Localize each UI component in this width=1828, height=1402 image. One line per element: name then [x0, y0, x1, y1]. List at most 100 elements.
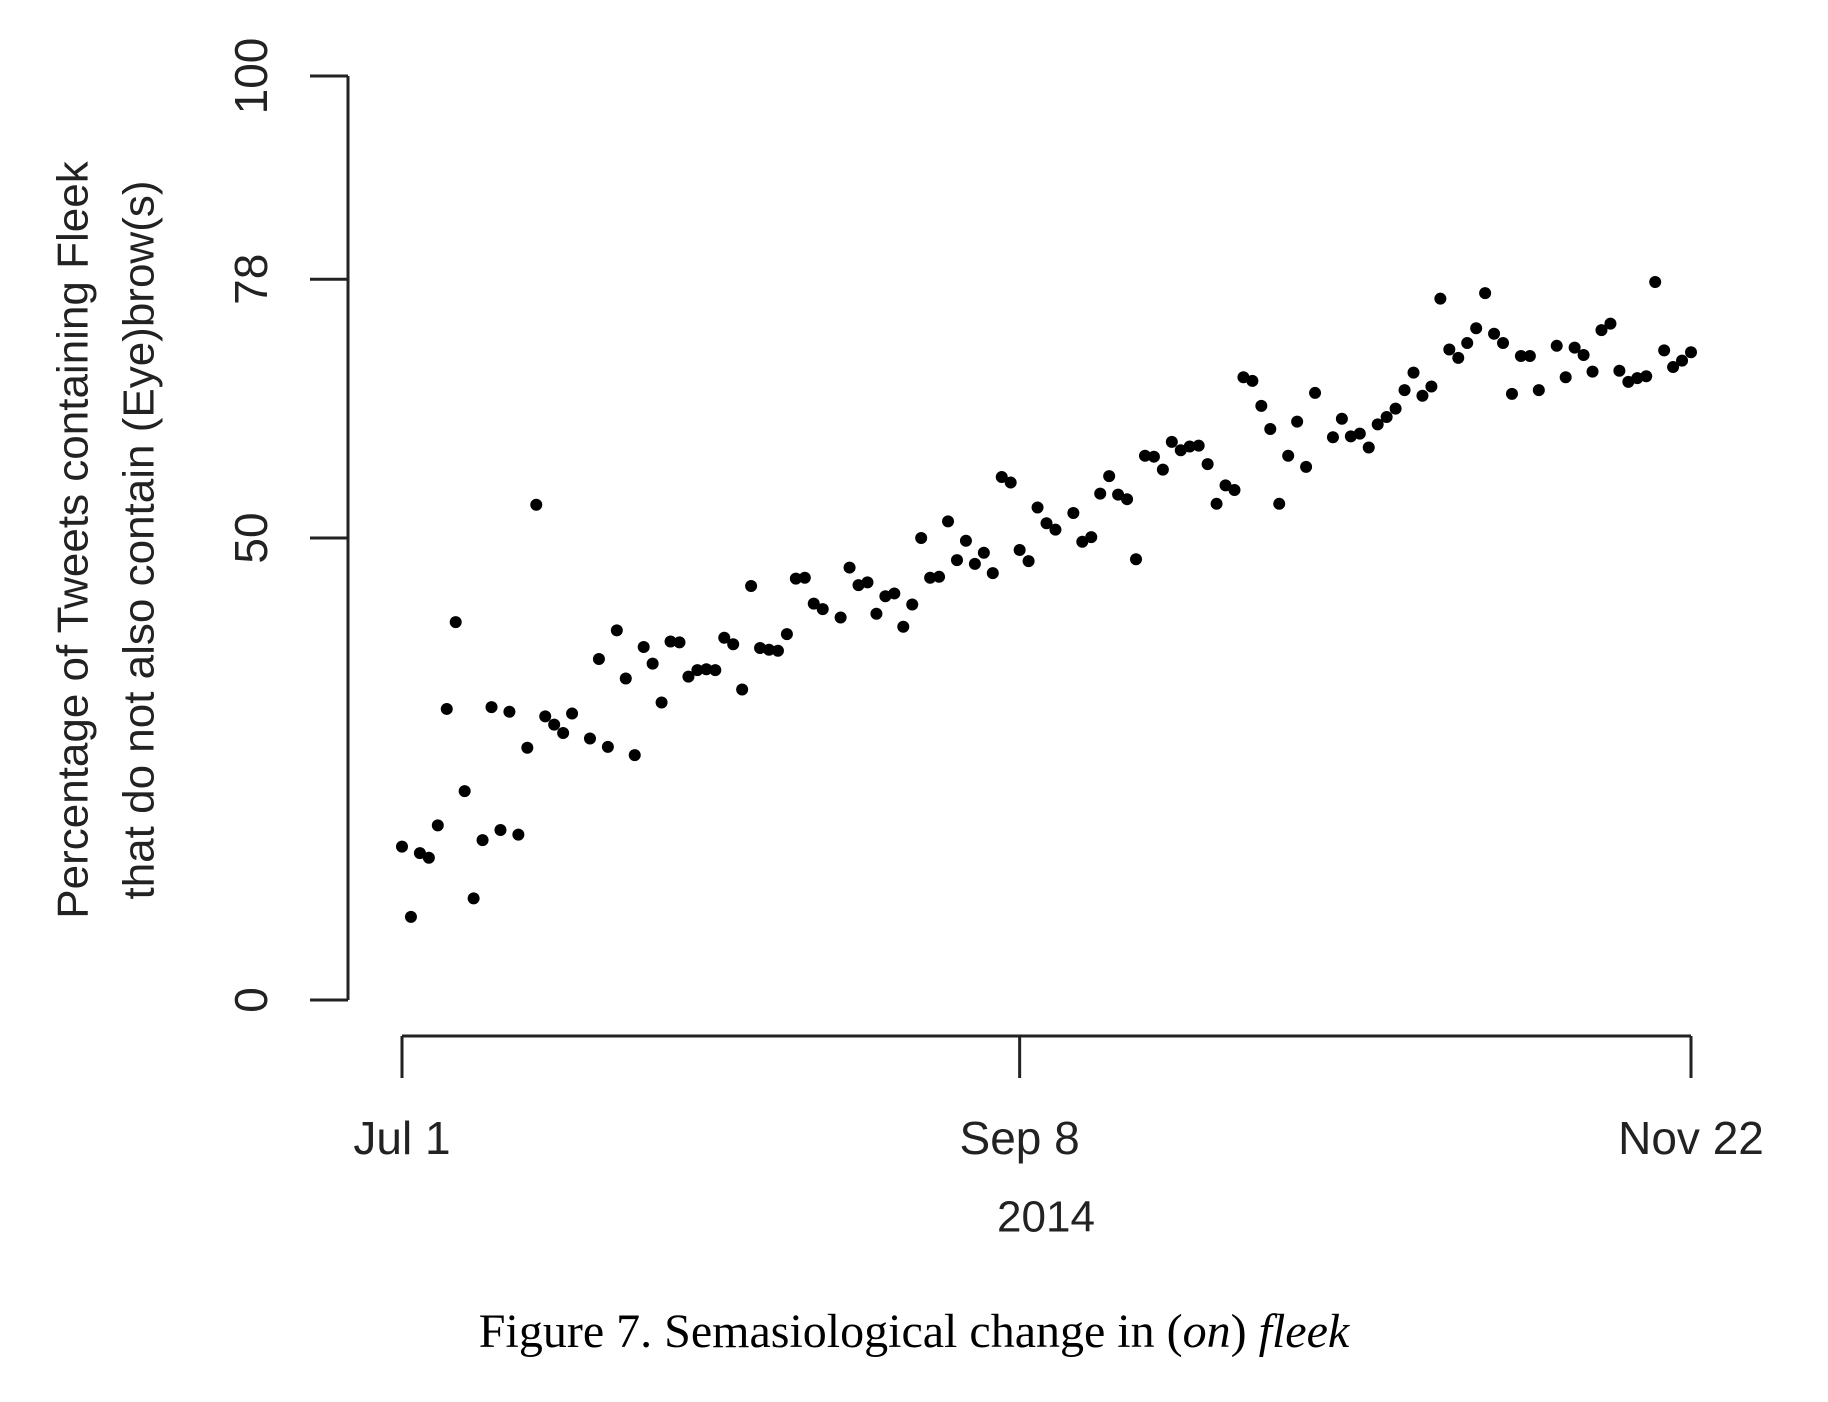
- point: [942, 515, 955, 528]
- point: [1362, 441, 1375, 454]
- point: [601, 740, 614, 753]
- point: [1470, 322, 1483, 335]
- point: [1076, 535, 1089, 548]
- point: [834, 611, 847, 624]
- point: [396, 840, 408, 853]
- point: [1013, 544, 1026, 557]
- point: [1649, 276, 1662, 289]
- point: [1264, 422, 1277, 435]
- point: [709, 664, 722, 677]
- point: [1550, 339, 1563, 352]
- point: [1094, 487, 1107, 500]
- point: [1130, 553, 1143, 566]
- point: [1389, 402, 1402, 415]
- point: [413, 847, 426, 860]
- point: [1004, 476, 1017, 489]
- y-tick-label: 78: [225, 254, 277, 305]
- point: [1273, 497, 1286, 510]
- point: [1425, 380, 1438, 393]
- point: [745, 580, 758, 593]
- point: [986, 567, 999, 580]
- point: [1067, 507, 1080, 520]
- point: [950, 554, 963, 567]
- point: [718, 631, 731, 644]
- point: [1685, 346, 1697, 359]
- point: [566, 707, 579, 720]
- point: [431, 819, 444, 832]
- x-tick-label: Jul 1: [353, 1112, 450, 1164]
- y-axis-label: Percentage of Tweets containing Fleek: [49, 160, 98, 918]
- point: [1407, 366, 1420, 379]
- point: [1667, 361, 1680, 374]
- point: [628, 749, 641, 762]
- point: [959, 534, 972, 547]
- point: [1631, 372, 1644, 385]
- x-tick-label: Nov 22: [1618, 1112, 1764, 1164]
- point: [1461, 337, 1474, 350]
- point: [1443, 343, 1456, 356]
- point: [1147, 450, 1160, 463]
- point: [995, 471, 1008, 484]
- point: [924, 571, 937, 584]
- y-axis-label: that do not also contain (Eye)brow(s): [115, 180, 164, 899]
- caption-part: fleek: [1259, 1305, 1351, 1358]
- point: [727, 638, 740, 651]
- point: [1398, 384, 1411, 397]
- point: [1282, 449, 1295, 462]
- point: [682, 670, 695, 683]
- point: [458, 785, 471, 798]
- point: [736, 683, 749, 696]
- point: [1335, 412, 1348, 425]
- point: [780, 628, 793, 641]
- point: [861, 576, 874, 589]
- point: [1613, 364, 1626, 377]
- x-tick-label: Sep 8: [960, 1112, 1080, 1164]
- point: [530, 498, 543, 511]
- point: [1103, 470, 1116, 483]
- point: [968, 557, 981, 570]
- point: [673, 636, 686, 649]
- point: [691, 664, 704, 677]
- point: [1595, 324, 1608, 337]
- point: [1532, 384, 1545, 397]
- point: [1416, 389, 1429, 402]
- point: [449, 616, 462, 629]
- point: [1156, 463, 1169, 476]
- point: [1165, 435, 1178, 448]
- point: [1380, 410, 1393, 423]
- point: [700, 663, 713, 676]
- point: [1640, 370, 1653, 383]
- point: [888, 587, 901, 600]
- point: [1228, 483, 1241, 496]
- point: [763, 643, 776, 656]
- y-tick-label: 100: [225, 38, 277, 115]
- point: [494, 823, 507, 836]
- point: [592, 653, 605, 666]
- point: [933, 570, 946, 583]
- point: [1085, 531, 1098, 544]
- point: [422, 851, 435, 864]
- point: [1121, 493, 1134, 506]
- point: [1497, 337, 1510, 350]
- point: [843, 561, 856, 574]
- point: [521, 741, 534, 754]
- point: [1049, 523, 1062, 536]
- point: [1559, 371, 1572, 384]
- point: [467, 892, 480, 905]
- point: [1488, 327, 1501, 340]
- point: [1192, 439, 1205, 452]
- point: [754, 641, 767, 654]
- point: [1255, 399, 1268, 412]
- point: [798, 571, 811, 584]
- point: [1353, 427, 1366, 440]
- point: [1371, 418, 1384, 431]
- point: [1434, 292, 1447, 305]
- point: [1246, 374, 1259, 387]
- point: [807, 597, 820, 610]
- point: [1031, 501, 1044, 514]
- point: [619, 672, 632, 685]
- caption: Figure 7. Semasiological change in (on) …: [479, 1305, 1351, 1358]
- point: [1514, 349, 1527, 362]
